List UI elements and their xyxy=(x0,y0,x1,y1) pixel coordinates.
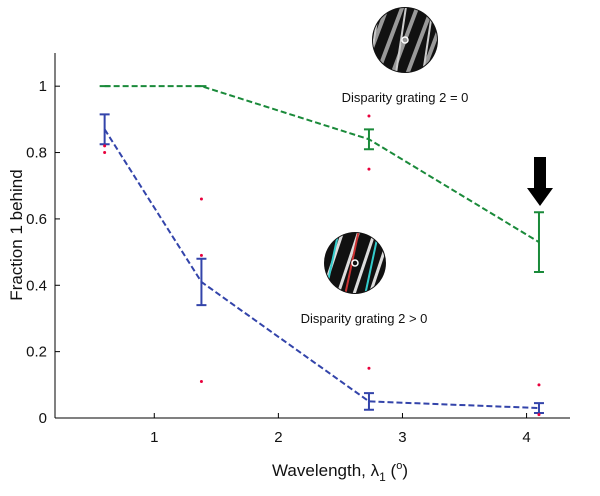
y-axis-label: Fraction 1 behind xyxy=(7,169,26,300)
error-bar xyxy=(99,113,110,146)
series-line xyxy=(103,128,540,410)
x-label-close: ) xyxy=(402,461,408,480)
series-line xyxy=(104,85,540,243)
trial-point xyxy=(199,380,203,383)
x-label-sub: 1 xyxy=(379,470,386,484)
trial-point xyxy=(199,197,203,201)
arrow xyxy=(527,157,553,206)
trial-point xyxy=(537,383,541,387)
grating-icon-positive xyxy=(324,232,386,294)
annotation: Disparity grating 2 > 0 xyxy=(301,311,428,326)
trial-point xyxy=(537,413,541,417)
x-tick-label: 1 xyxy=(150,429,158,446)
error-bar xyxy=(363,128,374,151)
error-bar xyxy=(196,257,207,307)
x-axis-label: Wavelength, λ1 (o) xyxy=(272,460,408,484)
annotation: Disparity grating 2 = 0 xyxy=(342,90,469,105)
x-tick-label: 4 xyxy=(522,429,530,446)
error-bar xyxy=(363,392,374,411)
y-tick-label: 0.4 xyxy=(26,277,47,294)
y-tick-label: 0 xyxy=(39,410,47,427)
x-label-sup: o xyxy=(396,460,402,472)
x-tick-label: 2 xyxy=(274,429,282,446)
trial-point xyxy=(103,151,107,155)
y-tick-label: 1 xyxy=(39,78,47,95)
grating-icon-zero xyxy=(372,7,438,73)
trial-point xyxy=(367,167,371,171)
x-label-open: ( xyxy=(386,461,397,480)
trial-point xyxy=(199,253,203,257)
y-tick-label: 0.2 xyxy=(26,344,47,361)
y-tick-label: 0.8 xyxy=(26,145,47,162)
x-tick-label: 3 xyxy=(398,429,406,446)
trial-point xyxy=(103,144,107,148)
y-tick-label: 0.6 xyxy=(26,211,47,228)
trial-point xyxy=(367,366,371,370)
error-bar xyxy=(533,402,544,415)
error-bar xyxy=(533,211,544,273)
x-label-text: Wavelength, λ xyxy=(272,461,380,480)
trial-point xyxy=(367,114,371,118)
